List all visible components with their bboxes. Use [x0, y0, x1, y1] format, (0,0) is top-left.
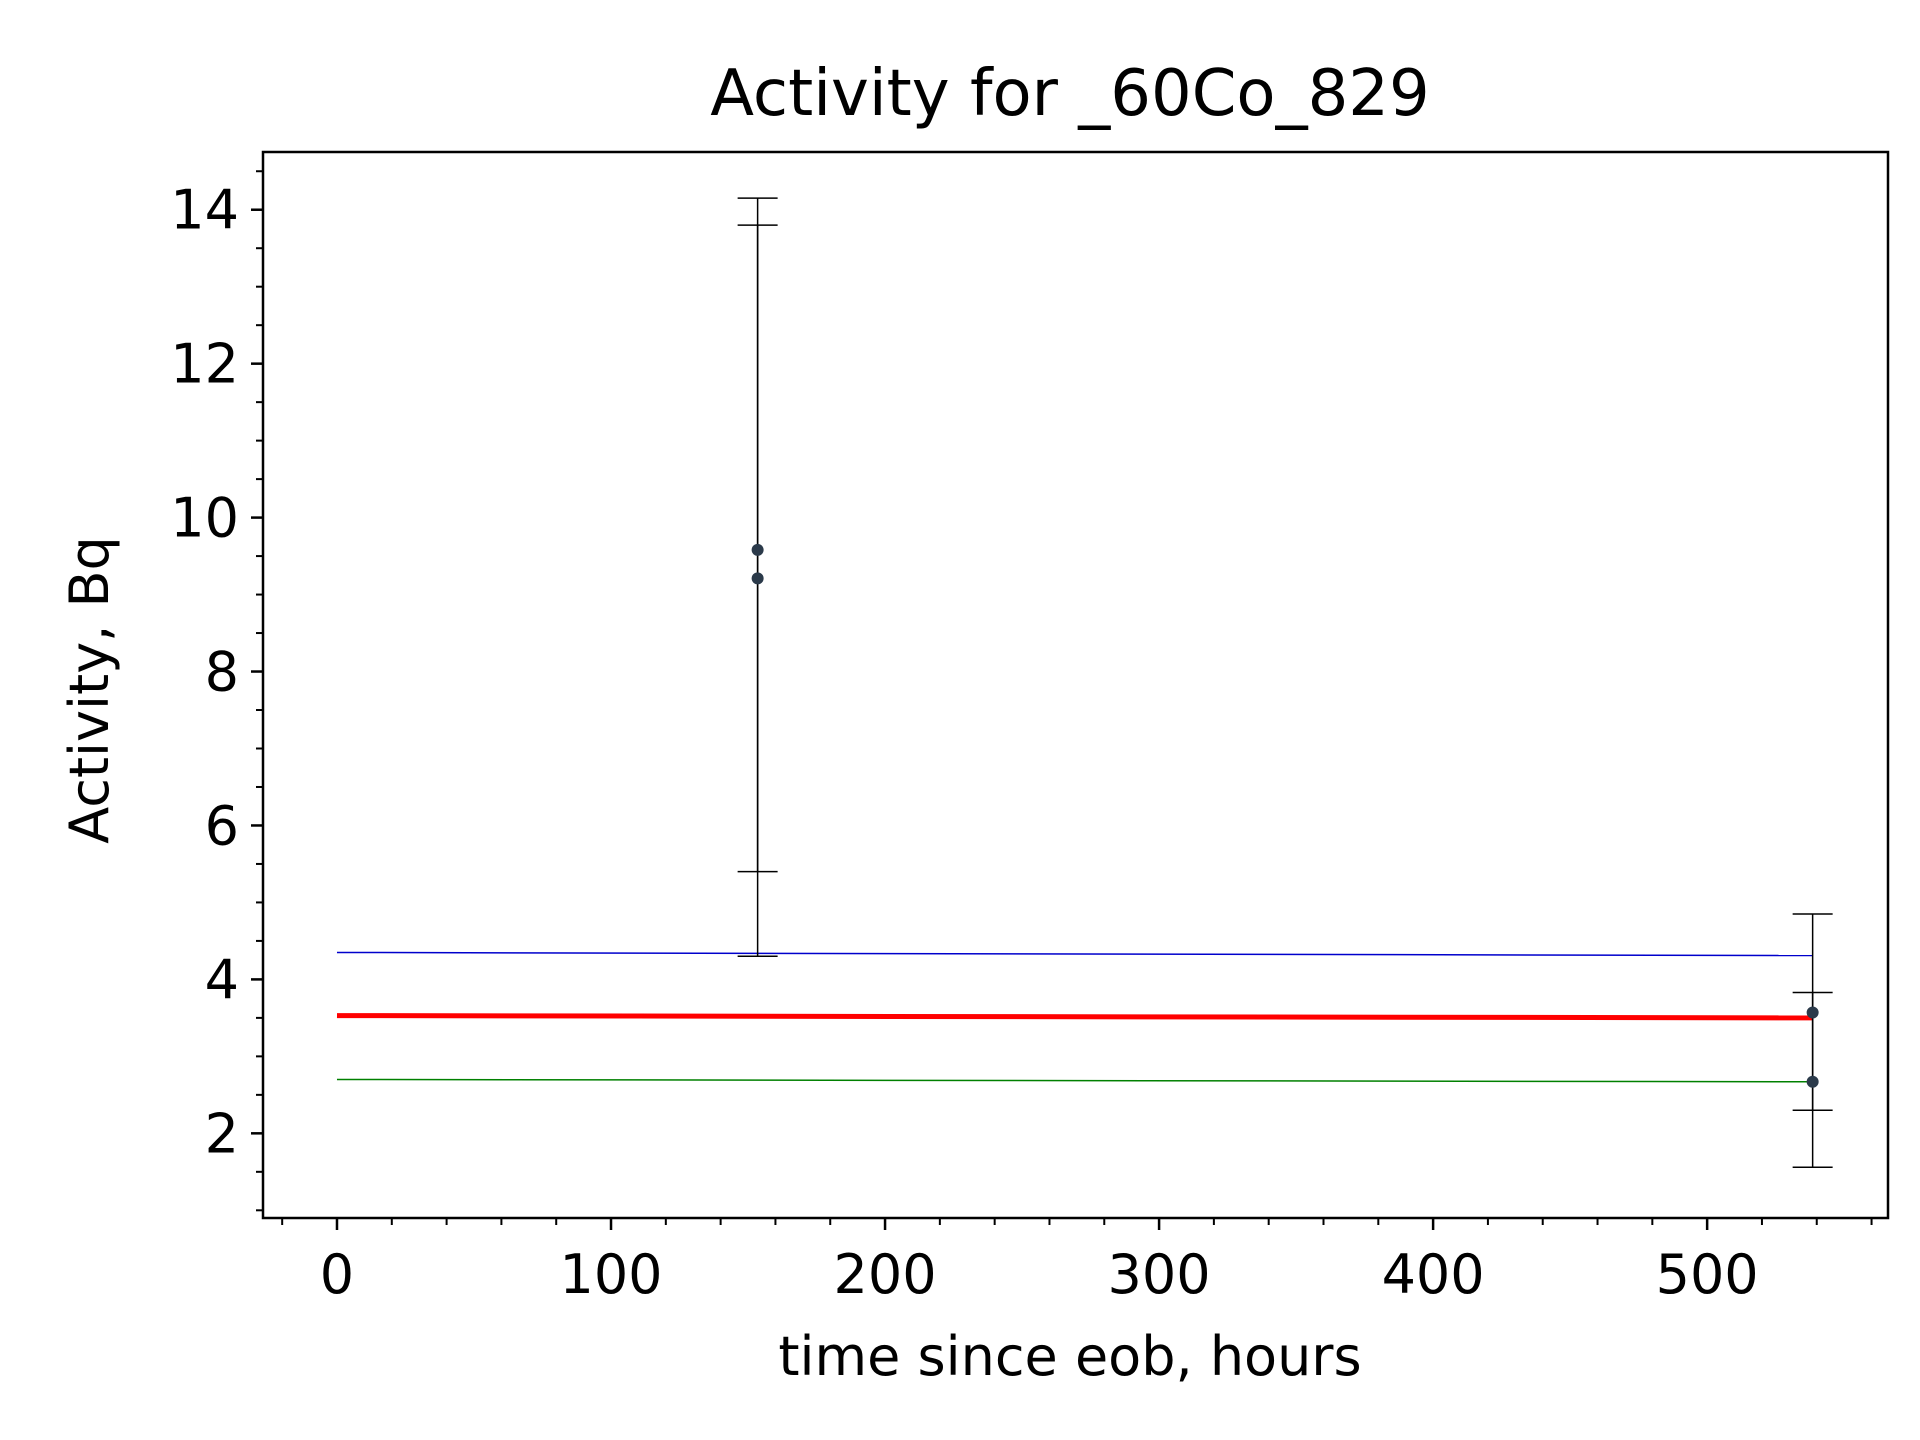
y-axis-label: Activity, Bq	[58, 536, 121, 844]
x-tick-label: 400	[1382, 1243, 1485, 1306]
x-tick-label: 500	[1656, 1243, 1759, 1306]
y-tick-label: 12	[170, 333, 239, 396]
y-tick-label: 14	[170, 179, 239, 242]
upper-bound-line	[336, 951, 1813, 957]
y-tick-label: 4	[205, 948, 239, 1011]
data-point	[1806, 1006, 1819, 1019]
data-point	[751, 543, 764, 556]
y-tick-label: 6	[205, 794, 239, 857]
fit-line	[336, 1013, 1813, 1021]
x-axis-label: time since eob, hours	[778, 1325, 1361, 1388]
x-tick-label: 0	[320, 1243, 354, 1306]
x-tick-label: 100	[559, 1243, 662, 1306]
y-tick-label: 8	[205, 641, 239, 704]
y-tick-label: 10	[170, 487, 239, 550]
plot-area: 0 100 200 300 400 500 2 4 6 8 10 12 14	[170, 150, 1890, 1306]
data-point	[1806, 1075, 1819, 1088]
y-tick-label: 2	[205, 1102, 239, 1165]
axes-frame	[261, 150, 1890, 1220]
x-tick-label: 200	[834, 1243, 937, 1306]
chart-title: Activity for _60Co_829	[710, 57, 1429, 131]
x-tick-label: 300	[1108, 1243, 1211, 1306]
lower-bound-line	[336, 1078, 1813, 1083]
data-point	[751, 572, 764, 585]
